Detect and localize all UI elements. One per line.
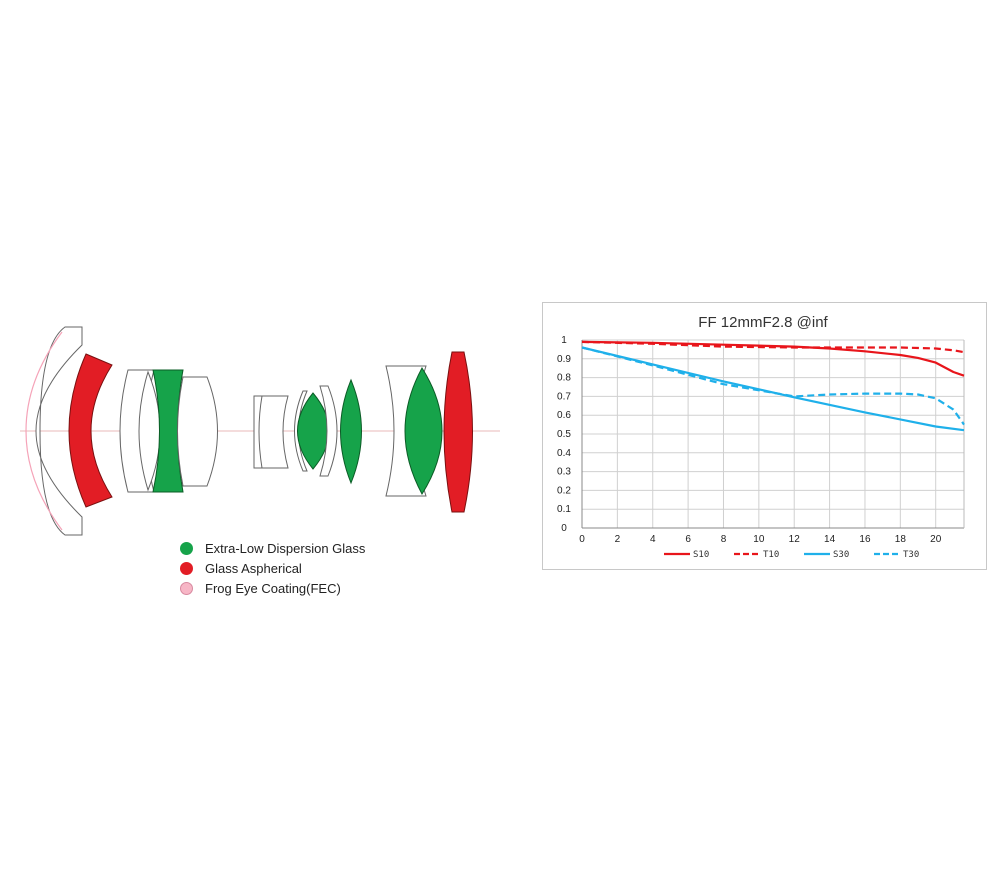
legend-item-ed: Extra-Low Dispersion Glass	[180, 538, 365, 558]
legend-label-s10: S10	[693, 550, 709, 560]
x-tick-label: 20	[930, 534, 942, 545]
front-meniscus-element	[35, 326, 83, 536]
green-dot-icon	[180, 541, 193, 555]
x-tick-label: 18	[895, 534, 907, 545]
lens-diagram	[20, 326, 500, 536]
y-tick-label: 0.2	[557, 485, 571, 496]
lens-legend: Extra-Low Dispersion Glass Glass Aspheri…	[180, 538, 365, 598]
x-tick-label: 6	[685, 534, 691, 545]
x-tick-label: 8	[721, 534, 727, 545]
x-tick-label: 14	[824, 534, 836, 545]
x-tick-label: 12	[789, 534, 801, 545]
ed-element-3	[340, 378, 362, 485]
lens-element-8	[294, 390, 308, 472]
x-tick-label: 10	[753, 534, 765, 545]
y-tick-label: 0.8	[557, 373, 571, 384]
legend-label-fec: Frog Eye Coating(FEC)	[205, 580, 341, 596]
legend-label-s30: S30	[833, 550, 849, 560]
lens-element-6	[177, 376, 218, 487]
fec-coating-arc	[25, 331, 63, 531]
legend-item-fec: Frog Eye Coating(FEC)	[180, 578, 365, 598]
series-line-t30	[581, 346, 965, 426]
x-tick-label: 4	[650, 534, 656, 545]
legend-label-t30: T30	[903, 550, 919, 560]
mtf-chart-panel: FF 12mmF2.8 @inf 0 0.1 0.2 0.3 0.4 0.5 0.6 0.7 0…	[542, 302, 987, 570]
aspherical-element-2	[443, 351, 473, 513]
legend-label-ed: Extra-Low Dispersion Glass	[205, 540, 366, 556]
y-tick-label: 0.9	[557, 354, 571, 365]
lens-element-9	[319, 385, 338, 477]
y-tick-label: 0	[561, 523, 567, 534]
red-dot-icon	[180, 561, 193, 575]
ed-element-4	[404, 367, 443, 495]
aspherical-element-1	[68, 353, 113, 508]
series-line-s30	[581, 346, 965, 432]
x-tick-label: 0	[579, 534, 585, 545]
y-tick-label: 0.3	[557, 467, 571, 478]
mtf-chart: FF 12mmF2.8 @inf 0 0.1 0.2 0.3 0.4 0.5 0.6 0.7 0…	[557, 314, 965, 560]
y-tick-label: 0.7	[557, 391, 571, 402]
series-line-t10	[581, 340, 965, 354]
y-tick-label: 1	[561, 335, 567, 346]
y-tick-label: 0.1	[557, 504, 571, 515]
y-tick-label: 0.4	[557, 448, 571, 459]
x-tick-label: 16	[859, 534, 871, 545]
y-tick-label: 0.6	[557, 410, 571, 421]
legend-label-aspherical: Glass Aspherical	[205, 560, 302, 576]
series-line-s10	[581, 340, 965, 377]
lens-element-7b	[258, 395, 289, 469]
legend-item-aspherical: Glass Aspherical	[180, 558, 365, 578]
x-tick-label: 2	[615, 534, 621, 545]
chart-title: FF 12mmF2.8 @inf	[698, 314, 828, 331]
legend-label-t10: T10	[763, 550, 779, 560]
pink-dot-icon	[180, 581, 193, 595]
y-tick-label: 0.5	[557, 429, 571, 440]
